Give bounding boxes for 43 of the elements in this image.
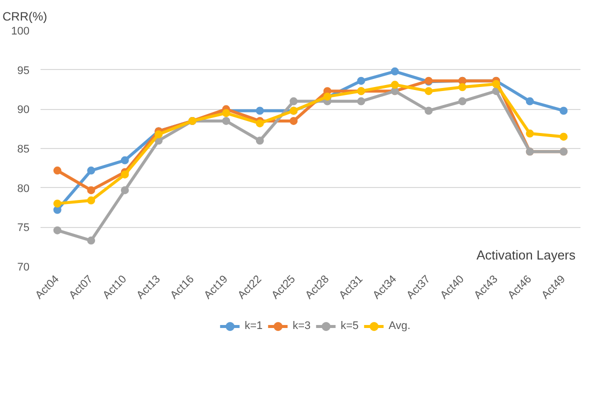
point	[526, 97, 534, 106]
point	[87, 186, 96, 194]
point	[526, 130, 534, 138]
legend-label: k=5	[340, 320, 360, 332]
point	[120, 156, 129, 164]
y-tick-label: 100	[11, 26, 30, 38]
y-tick-label: 95	[17, 64, 30, 77]
point	[357, 76, 366, 85]
legend-label: k=1	[244, 320, 264, 332]
point	[222, 116, 230, 125]
y-axis-title: CRR(%)	[2, 10, 48, 24]
point	[357, 97, 366, 106]
point	[87, 196, 96, 204]
y-tick-label: 90	[17, 104, 30, 116]
point	[390, 67, 399, 76]
point	[222, 109, 230, 118]
point	[154, 130, 163, 138]
point	[256, 119, 264, 128]
point	[256, 136, 264, 145]
point	[458, 97, 466, 106]
point	[290, 97, 298, 106]
point	[87, 236, 96, 245]
legend-label: k=3	[292, 320, 312, 332]
point	[560, 132, 568, 141]
point	[87, 166, 96, 175]
point	[53, 200, 62, 208]
y-tick-label: 80	[17, 182, 30, 195]
y-tick-label: 85	[17, 144, 30, 156]
point	[53, 166, 62, 175]
point	[424, 106, 433, 115]
y-tick-label: 75	[17, 222, 30, 234]
point	[53, 226, 62, 234]
point	[424, 87, 433, 96]
legend-label: Avg.	[388, 320, 410, 332]
x-axis-title: Activation Layers	[476, 248, 576, 262]
point	[256, 106, 264, 115]
point	[390, 80, 399, 89]
point	[458, 83, 466, 92]
point	[120, 186, 129, 194]
point	[560, 106, 568, 115]
point	[290, 116, 298, 125]
point	[492, 80, 500, 88]
y-tick-label: 70	[17, 262, 30, 274]
